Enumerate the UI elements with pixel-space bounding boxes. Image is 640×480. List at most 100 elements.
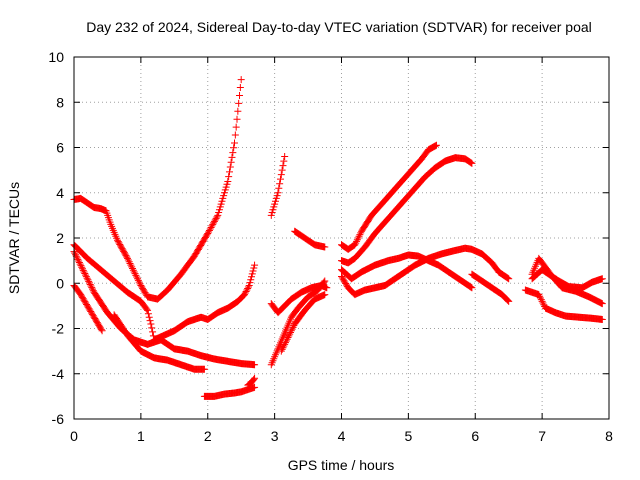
data-point bbox=[78, 265, 86, 273]
data-point bbox=[276, 175, 284, 183]
data-point bbox=[467, 159, 475, 167]
data-point bbox=[242, 288, 250, 296]
data-point bbox=[89, 285, 97, 293]
data-point bbox=[356, 231, 364, 239]
data-point bbox=[251, 374, 259, 382]
data-point bbox=[281, 340, 289, 348]
data-point bbox=[235, 99, 243, 107]
data-point bbox=[287, 328, 295, 336]
data-point bbox=[83, 274, 91, 282]
data-point bbox=[503, 296, 511, 304]
data-point bbox=[124, 254, 131, 262]
data-point bbox=[277, 347, 285, 355]
data-point bbox=[250, 264, 258, 272]
y-tick-label: 8 bbox=[56, 94, 64, 110]
data-point bbox=[540, 301, 548, 309]
data-point bbox=[88, 284, 96, 292]
data-point bbox=[275, 184, 283, 192]
data-point bbox=[204, 229, 212, 237]
data-point bbox=[355, 232, 363, 240]
data-point bbox=[229, 149, 237, 157]
x-tick-label: 5 bbox=[404, 428, 412, 444]
data-point bbox=[147, 320, 155, 328]
data-point bbox=[131, 270, 139, 278]
data-point bbox=[289, 323, 297, 331]
x-tick-label: 0 bbox=[70, 428, 78, 444]
data-point bbox=[279, 162, 287, 170]
data-point bbox=[227, 158, 235, 166]
data-point bbox=[276, 180, 284, 188]
data-point bbox=[536, 294, 544, 302]
series-s5 bbox=[110, 311, 208, 373]
data-point bbox=[281, 153, 289, 161]
data-point bbox=[278, 166, 286, 174]
data-point bbox=[231, 139, 238, 147]
data-point bbox=[200, 365, 208, 373]
data-point bbox=[81, 270, 89, 278]
data-point bbox=[136, 280, 144, 288]
data-point bbox=[503, 274, 511, 282]
series-s11 bbox=[277, 291, 329, 355]
series-s13 bbox=[338, 141, 440, 253]
data-point bbox=[205, 228, 213, 236]
data-point bbox=[203, 231, 211, 239]
data-point bbox=[146, 317, 154, 325]
series-s20 bbox=[528, 266, 606, 292]
data-point bbox=[134, 275, 142, 283]
data-point bbox=[225, 173, 233, 181]
data-point bbox=[286, 330, 294, 338]
data-point bbox=[285, 332, 293, 340]
plot-area bbox=[73, 56, 610, 420]
data-point bbox=[505, 275, 513, 283]
data-point bbox=[71, 249, 79, 257]
data-point bbox=[251, 361, 259, 369]
y-tick-label: 10 bbox=[48, 49, 64, 65]
data-point bbox=[134, 276, 142, 284]
data-point bbox=[243, 286, 251, 294]
data-point bbox=[74, 255, 82, 263]
data-point bbox=[143, 305, 151, 313]
data-point bbox=[274, 189, 282, 197]
data-point bbox=[537, 296, 545, 304]
data-point bbox=[251, 383, 259, 391]
data-point bbox=[598, 275, 606, 283]
data-point bbox=[132, 271, 140, 279]
data-point bbox=[234, 107, 242, 115]
data-point bbox=[244, 285, 252, 293]
data-point bbox=[128, 263, 136, 271]
data-point bbox=[224, 177, 232, 185]
data-point bbox=[207, 223, 215, 231]
data-point bbox=[237, 76, 245, 84]
data-point bbox=[225, 168, 233, 176]
data-point bbox=[244, 283, 252, 291]
data-point bbox=[246, 279, 254, 287]
data-point bbox=[241, 289, 249, 297]
data-point bbox=[82, 271, 90, 279]
series-s1 bbox=[70, 76, 245, 303]
series-s14 bbox=[338, 154, 476, 267]
data-point bbox=[230, 144, 238, 152]
y-tick-label: 4 bbox=[56, 185, 64, 201]
data-point bbox=[598, 300, 606, 308]
data-point bbox=[281, 339, 289, 347]
x-tick-label: 3 bbox=[271, 428, 279, 444]
data-point bbox=[149, 328, 157, 336]
data-point bbox=[144, 306, 152, 314]
data-point bbox=[75, 259, 83, 267]
data-point bbox=[236, 91, 244, 99]
data-point bbox=[129, 266, 137, 274]
data-point bbox=[353, 237, 361, 245]
data-point bbox=[130, 268, 138, 276]
y-tick-label: 2 bbox=[56, 230, 64, 246]
data-point bbox=[321, 291, 329, 299]
data-point bbox=[126, 259, 134, 267]
data-point bbox=[206, 225, 214, 233]
data-point bbox=[85, 277, 93, 285]
data-point bbox=[323, 284, 331, 292]
data-point bbox=[80, 268, 88, 276]
data-point bbox=[210, 219, 218, 227]
data-point bbox=[504, 274, 512, 282]
data-point bbox=[280, 157, 288, 165]
data-point bbox=[250, 375, 258, 383]
